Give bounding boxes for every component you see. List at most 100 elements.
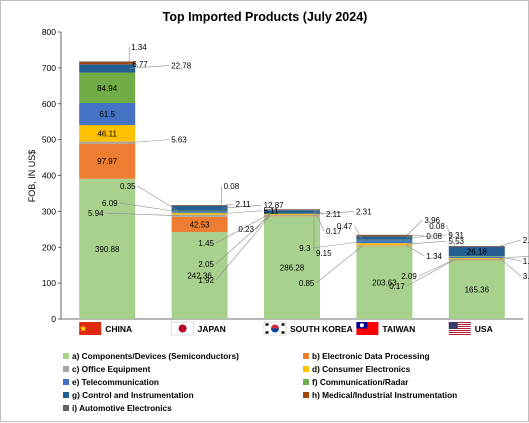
data-label: 46.11	[97, 129, 117, 138]
label-leader-line	[221, 210, 262, 215]
usa-flag	[448, 322, 471, 335]
bar-segment	[79, 141, 136, 144]
bar-segment	[264, 213, 320, 215]
label-leader-line	[215, 213, 271, 244]
data-labels: 390.88 97.97 5.63 46.11 61.5 84.94 22.78 6.77 1.…	[88, 43, 529, 294]
data-label: 0.23	[238, 225, 254, 234]
bar-segment	[356, 245, 413, 246]
bar-segment	[264, 210, 320, 214]
data-label: 0.85	[299, 279, 315, 288]
bar-segment	[171, 205, 228, 206]
data-label: 61.5	[99, 110, 115, 119]
data-label: 165.36	[465, 285, 490, 294]
bar-segment	[448, 256, 505, 257]
bar-segment	[356, 234, 413, 237]
data-label: 1.34	[426, 252, 442, 261]
bar-segment	[79, 143, 136, 179]
label-leader-line	[406, 259, 455, 287]
label-leader-line	[313, 209, 325, 215]
legend-entry: e) Telecommunication	[72, 377, 159, 387]
data-label: 1.92	[198, 276, 214, 285]
bar-segment	[264, 214, 320, 215]
south-korea-flag	[263, 321, 287, 336]
legend-entry: i) Automotive Electronics	[72, 403, 172, 413]
legend-entry: g) Control and Instrumentation	[72, 390, 194, 400]
data-label: 97.97	[97, 157, 118, 166]
bar-segment	[171, 212, 228, 215]
data-label: 0.17	[326, 227, 342, 236]
data-label: 84.94	[97, 84, 118, 93]
legend-swatch	[63, 353, 69, 359]
chart-title: Top Imported Products (July 2024)	[163, 10, 368, 24]
label-leader-line	[406, 234, 425, 237]
bars	[79, 61, 505, 319]
data-label: 0.08	[429, 222, 445, 231]
data-label: 3.96	[424, 216, 440, 225]
bar-segment	[356, 239, 413, 241]
label-leader-line	[129, 139, 170, 143]
legend: a) Components/Devices (Semiconductors) b)…	[63, 351, 457, 413]
bar-segment	[264, 209, 320, 210]
label-leader-line	[215, 215, 271, 281]
label-leader-line	[406, 245, 425, 257]
label-leader-line	[129, 62, 131, 65]
y-tick-label: 200	[42, 242, 56, 252]
legend-entry: h) Medical/Industrial Instrumentation	[312, 390, 457, 400]
category-label: USA	[475, 324, 493, 334]
label-leader-line	[354, 225, 363, 240]
bar-segment	[448, 259, 505, 261]
category-axis: CHINA JAPAN SOUTH KOREA TAIWAN USA	[79, 321, 493, 336]
data-label: 26.18	[467, 248, 488, 257]
label-leader-line	[316, 245, 363, 284]
data-label: 390.88	[95, 245, 120, 254]
bar-segment	[264, 215, 320, 217]
label-leader-line	[313, 211, 355, 215]
legend-entry: b) Electronic Data Processing	[312, 351, 430, 361]
bar-segment	[264, 214, 320, 216]
taiwan-flag	[356, 322, 379, 335]
label-leader-line	[446, 225, 456, 247]
bar-segment	[171, 210, 228, 213]
bar-segment	[356, 245, 413, 247]
label-leader-line	[498, 256, 521, 262]
y-tick-label: 500	[42, 135, 56, 145]
y-tick-label: 400	[42, 171, 56, 181]
y-tick-label: 600	[42, 99, 56, 109]
legend-entry: c) Office Equipment	[72, 364, 151, 374]
legend-swatch	[303, 366, 309, 372]
bar-segment	[356, 236, 413, 240]
label-leader-line	[406, 240, 447, 245]
data-label: 9.3	[299, 244, 311, 253]
y-axis-label: FOB, IN US$	[27, 150, 37, 203]
data-label: 0.08	[426, 232, 442, 241]
legend-entry: d) Consumer Electronics	[312, 364, 411, 374]
data-label: 5.11	[264, 207, 280, 216]
label-leader-line	[119, 202, 178, 213]
category-label: SOUTH KOREA	[290, 324, 353, 334]
data-label: 1.45	[198, 239, 214, 248]
bar-segment	[79, 72, 136, 104]
japan-flag	[171, 321, 194, 336]
data-label: 3.26	[523, 272, 529, 281]
bar-segment	[448, 246, 505, 247]
data-label: 42.53	[190, 220, 211, 229]
bar-segment	[356, 239, 413, 244]
legend-swatch	[303, 353, 309, 359]
data-label: 0.35	[120, 182, 136, 191]
data-label: 2.07	[523, 236, 529, 245]
legend-swatch	[63, 379, 69, 385]
bar-segment	[79, 61, 136, 63]
label-leader-line	[312, 241, 363, 249]
bar-segment	[356, 245, 413, 319]
data-label: 0.08	[224, 182, 240, 191]
bar-segment	[448, 258, 505, 259]
data-label: 2.11	[236, 200, 252, 209]
data-label: 5.63	[171, 136, 187, 145]
bar-segment	[356, 234, 413, 236]
legend-swatch	[63, 392, 69, 398]
legend-swatch	[303, 379, 309, 385]
data-label: 0.17	[389, 282, 405, 291]
legend-swatch	[63, 405, 69, 411]
